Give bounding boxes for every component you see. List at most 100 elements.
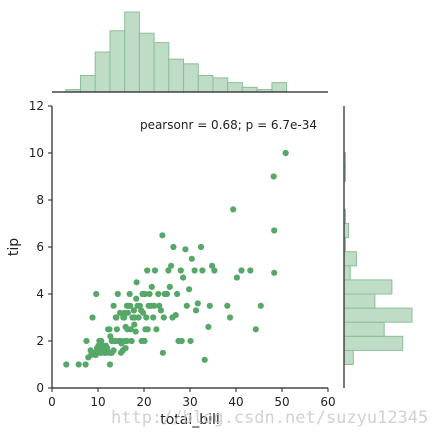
scatter-point-124	[211, 267, 218, 274]
x-tick-label-2: 20	[136, 395, 151, 409]
scatter-point-113	[187, 337, 194, 345]
scatter-point-135	[271, 269, 278, 276]
scatter-point-105	[174, 290, 181, 298]
top-histogram-bar-2	[94, 51, 111, 93]
scatter-point-96	[160, 314, 167, 321]
scatter-point-125	[224, 302, 231, 309]
scatter-point-93	[157, 307, 165, 314]
x-tick-label-3: 30	[182, 395, 197, 409]
scatter-point-41	[114, 290, 121, 298]
y-axis-label: tip	[6, 238, 22, 256]
scatter-point-9	[92, 352, 99, 359]
scatter-point-7	[89, 314, 96, 321]
x-tick-label-4: 40	[228, 395, 243, 409]
scatter-point-49	[121, 314, 128, 321]
scatter-point-91	[155, 290, 162, 298]
y-tick-label-0: 0	[36, 381, 44, 395]
scatter-point-123	[209, 262, 216, 269]
scatter-point-18	[98, 337, 105, 345]
scatter-point-103	[170, 243, 177, 251]
scatter-point-78	[141, 290, 148, 298]
right-histogram-bar-4	[343, 293, 376, 309]
scatter-point-71	[135, 314, 142, 321]
y-tick-label-4: 8	[36, 193, 44, 207]
watermark-text: http://blog.csdn.net/suzyu12345	[111, 408, 428, 428]
right-histogram-bar-1	[343, 335, 404, 351]
y-tick-label-1: 2	[36, 334, 44, 348]
scatter-point-59	[126, 290, 133, 298]
scatter-point-76	[140, 309, 147, 316]
scatter-point-82	[144, 326, 151, 333]
scatter-point-95	[159, 349, 166, 356]
top-histogram-bar-12	[241, 86, 258, 93]
scatter-point-108	[178, 337, 185, 345]
scatter-point-60	[127, 302, 134, 309]
y-tick-label-3: 6	[36, 240, 44, 254]
scatter-point-128	[233, 274, 240, 281]
scatter-point-25	[104, 345, 111, 352]
y-tick-label-5: 10	[29, 146, 44, 160]
top-histogram-bar-3	[109, 30, 126, 93]
right-histogram-bar-2	[343, 321, 385, 337]
scatter-point-100	[166, 283, 173, 290]
right-histogram-bar-9	[343, 223, 350, 239]
scatter-point-86	[148, 283, 155, 290]
scatter-point-112	[186, 286, 193, 293]
scatter-point-39	[113, 314, 120, 321]
scatter-point-98	[163, 290, 171, 298]
scatter-point-122	[206, 302, 213, 309]
right-histogram-bar-6	[343, 265, 351, 281]
right-marginal-histogram	[343, 106, 413, 388]
scatter-point-68	[133, 295, 140, 302]
scatter-point-89	[151, 267, 159, 274]
scatter-point-80	[143, 314, 150, 321]
scatter-point-132	[257, 302, 264, 309]
top-histogram-bar-1	[80, 75, 96, 93]
scatter-points-group	[63, 149, 289, 368]
y-tick-label-6: 12	[29, 99, 44, 113]
right-histogram-bar-3	[343, 307, 413, 323]
scatter-point-88	[151, 302, 158, 309]
scatter-point-0	[63, 361, 70, 368]
scatter-point-87	[150, 314, 157, 321]
joint-scatter-axes: 0 10 20 30 40 50 60 0 2 4 6 8 10 12 total_bill tip p…	[6, 99, 336, 428]
scatter-point-107	[177, 267, 184, 274]
x-tick-label-0: 0	[48, 395, 56, 409]
scatter-point-118	[197, 243, 205, 251]
top-histogram-bar-7	[168, 58, 185, 93]
scatter-point-62	[128, 337, 135, 345]
scatter-point-117	[194, 300, 201, 307]
scatter-point-94	[159, 232, 166, 239]
scatter-point-129	[238, 267, 245, 274]
scatter-point-119	[199, 267, 206, 274]
scatter-point-10	[93, 290, 100, 298]
scatter-point-110	[182, 246, 189, 253]
scatter-point-54	[123, 337, 131, 345]
scatter-point-109	[180, 274, 187, 281]
scatter-point-130	[247, 267, 254, 274]
top-histogram-bar-14	[271, 82, 288, 93]
top-histogram-bar-6	[153, 42, 170, 93]
scatter-point-121	[205, 323, 212, 330]
x-tick-label-5: 50	[274, 395, 289, 409]
scatter-point-3	[83, 337, 90, 345]
scatter-point-134	[271, 227, 278, 234]
x-axis-label: total_bill	[160, 412, 220, 428]
top-histogram-bar-8	[183, 63, 199, 93]
top-histogram-bars	[65, 11, 288, 93]
scatter-point-61	[127, 326, 134, 333]
scatter-point-133	[270, 173, 277, 180]
scatter-point-43	[117, 309, 124, 316]
right-histogram-bars	[343, 152, 413, 365]
top-histogram-bar-10	[212, 77, 229, 93]
pearson-annotation: pearsonr = 0.68; p = 6.7e-34	[140, 118, 317, 132]
scatter-point-2	[82, 361, 89, 368]
y-tick-labels: 0 2 4 6 8 10 12	[29, 99, 52, 395]
y-tick-label-2: 4	[36, 287, 44, 301]
scatter-point-120	[201, 356, 208, 363]
scatter-point-116	[192, 307, 200, 314]
top-histogram-bar-4	[124, 11, 140, 93]
right-histogram-bar-0	[343, 349, 354, 365]
scatter-point-40	[113, 326, 120, 333]
